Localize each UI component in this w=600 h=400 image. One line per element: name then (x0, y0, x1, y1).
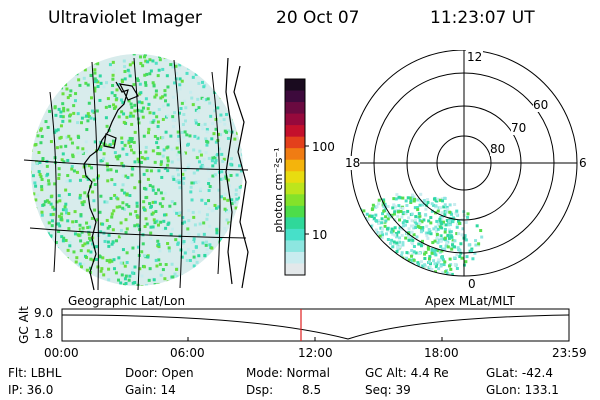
dsp-label: Dsp: (246, 383, 274, 397)
glat-status: GLat: -42.4 (486, 366, 553, 380)
mlt-label-6: 6 (579, 156, 587, 170)
timeline-x-tick-2359: 23:59 (552, 346, 587, 360)
ip-status: IP: 36.0 (8, 383, 54, 397)
altitude-curve (61, 314, 570, 340)
seq-status: Seq: 39 (365, 383, 411, 397)
colorbar-tick-100: 100 (312, 140, 335, 154)
mlt-label-0: 0 (468, 277, 476, 291)
colorbar-block (285, 182, 305, 195)
door-status: Door: Open (125, 366, 194, 380)
colorbar-block (285, 113, 305, 126)
polar-emission-map (351, 192, 484, 276)
colorbar-block (285, 205, 305, 218)
timeline-y-label: GC Alt (17, 306, 31, 344)
coastline (83, 57, 249, 291)
polar-panel-label: Apex MLat/MLT (425, 294, 515, 308)
mlt-label-12: 12 (466, 50, 484, 64)
colorbar-block (285, 79, 305, 92)
colorbar-tick-10: 10 (312, 228, 328, 242)
colorbar (284, 78, 309, 276)
mlt-label-18: 18 (345, 156, 361, 170)
colorbar-block (285, 90, 305, 103)
colorbar-block (285, 194, 305, 207)
mlat-label-80: 80 (490, 142, 506, 156)
mlat-label-60: 60 (533, 98, 549, 112)
altitude-timeline (61, 308, 570, 342)
polar-grid (350, 50, 578, 277)
colorbar-block (285, 240, 305, 253)
colorbar-block (285, 102, 305, 115)
geo-panel-label: Geographic Lat/Lon (68, 294, 186, 308)
colorbar-block (285, 251, 305, 264)
colorbar-block (285, 148, 305, 161)
timeline-x-tick-1200: 12:00 (298, 346, 333, 360)
date-label: 20 Oct 07 (276, 8, 360, 28)
colorbar-block (285, 159, 305, 172)
mode-status: Mode: Normal (246, 366, 330, 380)
header-bar: Ultraviolet Imager 20 Oct 07 11:23:07 UT (0, 4, 600, 32)
timeline-x-tick-0600: 06:00 (170, 346, 205, 360)
colorbar-block (285, 125, 305, 138)
timeline-y-tick-bottom: 1.8 (34, 327, 54, 341)
time-label: 11:23:07 UT (430, 8, 535, 28)
gain-status: Gain: 14 (125, 383, 176, 397)
dsp-value: 8.5 (302, 383, 322, 397)
timeline-x-tick-1800: 18:00 (424, 346, 459, 360)
colorbar-block (285, 228, 305, 241)
mlat-label-70: 70 (511, 121, 527, 135)
geo-image-panel (23, 54, 249, 291)
gc-alt-status: GC Alt: 4.4 Re (365, 366, 449, 380)
polar-plot (350, 50, 578, 277)
colorbar-block (285, 217, 305, 230)
colorbar-gradient (285, 79, 305, 276)
colorbar-block (285, 171, 305, 184)
timeline-x-tick-0000: 00:00 (44, 346, 79, 360)
glon-status: GLon: 133.1 (486, 383, 559, 397)
colorbar-unit-label: photon cm⁻²s⁻¹ (272, 147, 285, 233)
instrument-title: Ultraviolet Imager (48, 8, 202, 28)
geo-grid (23, 57, 249, 291)
colorbar-block (285, 136, 305, 149)
filter-status: Flt: LBHL (8, 366, 62, 380)
colorbar-block (285, 263, 305, 276)
timeline-y-tick-top: 9.0 (34, 306, 54, 320)
